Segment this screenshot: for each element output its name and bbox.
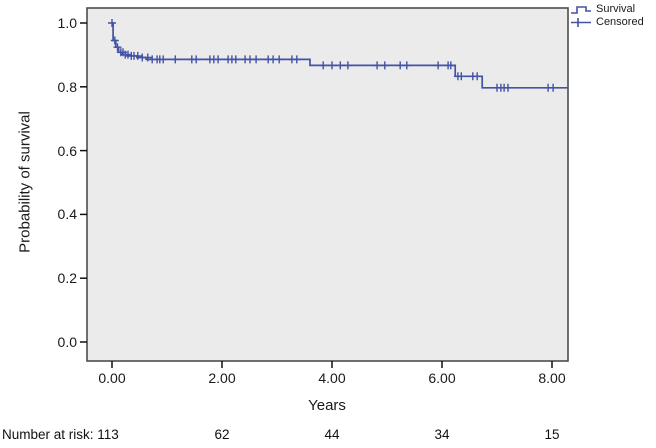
x-tick-label: 0.00	[98, 370, 126, 386]
x-tick-label: 2.00	[208, 370, 236, 386]
legend-item-survival: Survival	[570, 3, 644, 16]
x-axis-title: Years	[308, 397, 346, 414]
y-tick-label: 1.0	[57, 15, 77, 31]
number-at-risk-label: Number at risk: 113	[2, 427, 119, 442]
y-tick-label: 0.8	[57, 78, 77, 95]
legend: Survival Censored	[570, 3, 644, 29]
y-tick-label: 0.4	[57, 206, 77, 223]
x-tick-label: 4.00	[318, 370, 346, 386]
legend-item-censored: Censored	[570, 16, 644, 29]
legend-label-survival: Survival	[596, 3, 636, 15]
step-line-icon	[571, 6, 591, 14]
risk-value: 15	[544, 427, 560, 442]
risk-value: 34	[434, 427, 450, 442]
plot-frame	[86, 7, 569, 362]
censored-marks	[108, 19, 558, 92]
y-tick-label: 0.2	[57, 270, 77, 287]
y-tick-label: 0.0	[57, 334, 77, 350]
y-tick-label: 0.6	[57, 142, 77, 159]
risk-value: 62	[214, 427, 230, 442]
x-tick-label: 8.00	[538, 370, 566, 386]
plus-icon	[571, 18, 591, 27]
y-axis-title: Probability of survival	[16, 111, 34, 253]
legend-label-censored: Censored	[596, 16, 644, 28]
risk-value: 44	[324, 427, 340, 442]
x-tick-label: 6.00	[428, 370, 456, 386]
